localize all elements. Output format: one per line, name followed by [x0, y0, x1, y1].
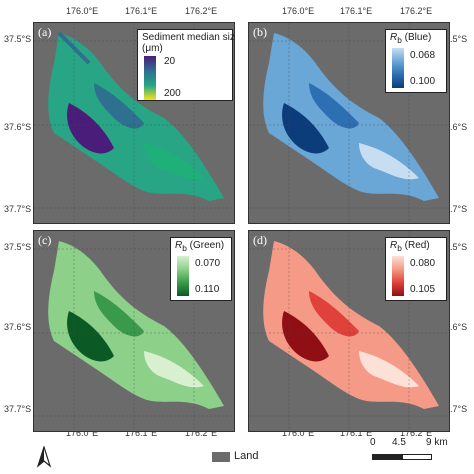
lon-tick-top-b-2: 176.1°E [340, 6, 373, 16]
lat-tick-left-c-2: 37.6°S [4, 322, 32, 332]
panel-label-d: (d) [253, 233, 267, 247]
lat-tick-left-a-3: 37.7°S [4, 204, 32, 214]
map-panel-blue: (b) Rb (Blue) 0.068 0.100 [248, 22, 450, 224]
lat-tick-left-c-1: 37.5°S [4, 242, 32, 252]
legend-sub: b [397, 243, 402, 253]
lat-tick-left-c-3: 37.7°S [4, 404, 32, 414]
legend-sub: b [397, 35, 402, 45]
map-panel-sediment: (a) Sediment median size (μm) 20 200 [33, 22, 235, 224]
legend-symbol: R [390, 32, 398, 43]
legend-value-max: 0.100 [410, 76, 436, 87]
legend-colorbar [144, 56, 156, 100]
scale-bar [372, 454, 432, 460]
legend-symbol: R [390, 240, 398, 251]
scale-label-max: 9 km [426, 437, 448, 448]
legend-value-min: 0.080 [410, 258, 436, 269]
legend-value-max: 0.105 [410, 284, 436, 295]
lon-tick-top-b-3: 176.2°E [400, 6, 433, 16]
lon-tick-bottom-c-2: 176.1°E [125, 428, 158, 438]
legend-red: Rb (Red) 0.080 0.105 [385, 237, 447, 301]
legend-value-min: 0.070 [195, 258, 221, 269]
lon-tick-bottom-c-1: 176.0°E [66, 428, 99, 438]
lon-tick-top-a-3: 176.2°E [185, 6, 218, 16]
map-red [249, 231, 449, 431]
lon-tick-bottom-d-3: 176.2°E [400, 428, 433, 438]
legend-value-max: 0.110 [195, 284, 220, 295]
legend-colorbar [392, 48, 404, 88]
lon-tick-top-b-1: 176.0°E [282, 6, 315, 16]
lat-tick-right-b-3: 37.7°S [440, 204, 468, 214]
legend-green: Rb (Green) 0.070 0.110 [170, 237, 232, 301]
lat-tick-left-a-1: 37.5°S [4, 34, 32, 44]
legend-name: (Red) [404, 240, 430, 251]
legend-sub: b [182, 243, 187, 253]
legend-sediment: Sediment median size (μm) 20 200 [137, 29, 235, 101]
lon-tick-bottom-d-2: 176.1°E [340, 428, 373, 438]
lat-tick-right-d-3: 37.7°S [440, 404, 468, 414]
map-green [34, 231, 234, 431]
legend-unit: (μm) [142, 43, 163, 54]
map-panel-red: (d) Rb (Red) 0.080 0.105 [248, 230, 450, 432]
legend-name: (Blue) [404, 32, 432, 43]
legend-value-min: 0.068 [410, 50, 436, 61]
legend-title: Sediment median size [142, 32, 235, 43]
lat-tick-right-d-1: 37.5°S [440, 242, 468, 252]
lat-tick-right-d-2: 37.6°S [440, 322, 468, 332]
lon-tick-bottom-c-3: 176.2°E [185, 428, 218, 438]
legend-name: (Green) [189, 240, 225, 251]
land-swatch [212, 452, 230, 462]
lon-tick-top-a-1: 176.0°E [66, 6, 99, 16]
legend-symbol: R [175, 240, 183, 251]
legend-blue: Rb (Blue) 0.068 0.100 [385, 29, 447, 93]
panel-label-a: (a) [38, 25, 52, 39]
land-label: Land [234, 450, 259, 462]
legend-value-min: 20 [164, 56, 176, 67]
map-panel-green: (c) Rb (Green) 0.070 0.110 [33, 230, 235, 432]
lat-tick-right-b-2: 37.6°S [440, 122, 468, 132]
legend-colorbar [177, 256, 189, 296]
scale-label-mid: 4.5 [392, 437, 406, 448]
lon-tick-top-a-2: 176.1°E [125, 6, 158, 16]
legend-value-max: 200 [164, 88, 181, 99]
lat-tick-right-b-1: 37.5°S [440, 34, 468, 44]
legend-colorbar [392, 256, 404, 296]
panel-label-b: (b) [253, 25, 267, 39]
panel-label-c: (c) [38, 233, 52, 247]
lon-tick-bottom-d-1: 176.0°E [282, 428, 315, 438]
map-sediment [34, 23, 234, 223]
lat-tick-left-a-2: 37.6°S [4, 122, 32, 132]
north-arrow-icon [36, 445, 52, 468]
scale-label-0: 0 [370, 437, 376, 448]
